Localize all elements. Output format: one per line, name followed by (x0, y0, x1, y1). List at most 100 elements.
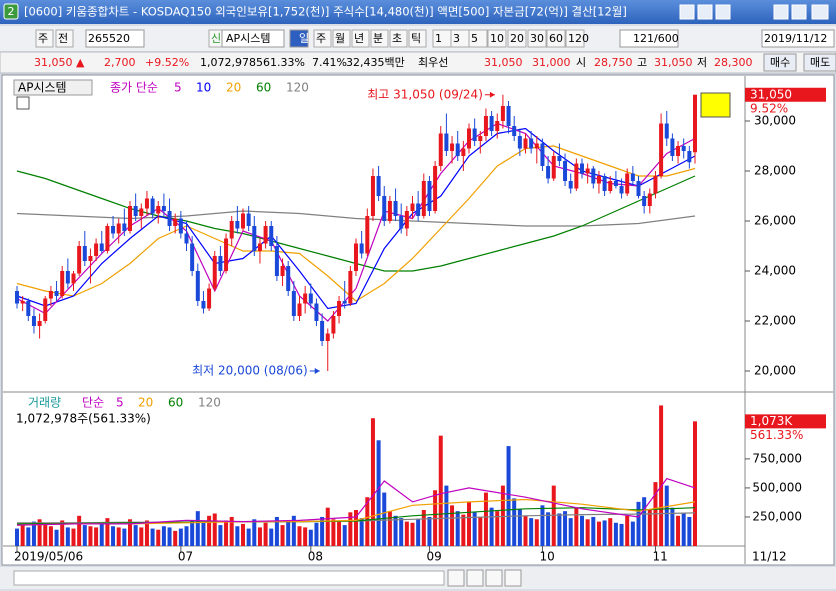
candle-body (534, 143, 539, 149)
candle-body (82, 246, 87, 261)
volume-bar (585, 519, 590, 546)
y-tick-label: 28,000 (754, 164, 796, 178)
quote-text: 31,000 (532, 56, 571, 69)
button[interactable] (715, 4, 731, 20)
volume-bar (20, 525, 25, 546)
trade-button[interactable] (763, 53, 797, 72)
maximize[interactable] (791, 4, 807, 20)
button[interactable] (466, 569, 484, 587)
candle-body (489, 116, 494, 131)
toolbar-field[interactable] (221, 29, 285, 48)
toolbar-text: 년 (354, 32, 364, 45)
toolbar-field[interactable] (289, 29, 309, 48)
toolbar-button[interactable] (332, 29, 351, 48)
volume-bar (354, 509, 358, 546)
candle-body (659, 123, 664, 176)
legend-entry: 60 (256, 81, 271, 95)
moving-average (16, 477, 696, 526)
button[interactable] (697, 4, 713, 20)
candle-body (444, 133, 449, 151)
candle-body (630, 173, 635, 181)
volume-bar (540, 505, 545, 546)
candle-body (636, 181, 641, 196)
candle-body (60, 271, 65, 296)
candle-body (122, 223, 127, 231)
quote-text: 28,750 (594, 56, 633, 69)
candle-body (563, 161, 568, 181)
toolbar-button[interactable] (313, 29, 332, 48)
button[interactable] (679, 4, 695, 20)
x-tick-label: 2019/05/06 (14, 550, 83, 564)
candle-body (65, 271, 70, 284)
volume-bar (128, 519, 132, 546)
volume-bar (517, 508, 522, 546)
button[interactable] (504, 569, 522, 587)
volume-tag-label: 1,073K (750, 414, 793, 428)
volume-bar (291, 515, 296, 546)
minimize[interactable] (773, 4, 789, 20)
chart-area (1, 74, 835, 566)
toolbar-button[interactable] (35, 29, 54, 48)
volume-bar (133, 525, 138, 546)
toolbar-button[interactable] (527, 29, 547, 48)
candle-body (359, 243, 364, 254)
toolbar-button[interactable] (370, 29, 389, 48)
toolbar-field[interactable] (761, 29, 835, 48)
trade-button[interactable] (803, 53, 836, 72)
candle-body (376, 176, 381, 196)
candle-body (173, 218, 178, 226)
toolbar-button[interactable] (546, 29, 566, 48)
candle-body (190, 243, 195, 271)
volume-bar (608, 518, 613, 546)
candle-body (382, 196, 387, 221)
legend-entry: 20 (226, 81, 241, 95)
toolbar-button[interactable] (408, 29, 427, 48)
volume-bar (48, 526, 53, 546)
toolbar-button[interactable] (351, 29, 370, 48)
nav-buttons[interactable] (447, 569, 522, 587)
button[interactable] (447, 569, 465, 587)
volume-bar (410, 522, 415, 546)
volume-bar (88, 526, 93, 546)
quote-text: 매도 (810, 56, 830, 69)
candle-body (348, 271, 353, 304)
candle-body (687, 151, 692, 163)
volume-bar (670, 507, 675, 546)
annotation: 최고 31,050 (09/24) (367, 87, 483, 101)
y-tick-label: 250,000 (752, 509, 802, 523)
button[interactable] (485, 569, 503, 587)
volume-bar (314, 522, 319, 546)
volume-bar (574, 507, 579, 546)
toolbar-button[interactable] (55, 29, 74, 48)
volume-bar (116, 527, 121, 546)
volume-bar (387, 511, 392, 546)
toolbar-button[interactable] (507, 29, 527, 48)
candle-body (546, 166, 551, 179)
candle-body (529, 138, 534, 149)
close[interactable] (811, 4, 829, 20)
toolbar-field[interactable] (85, 29, 145, 48)
toolbar-button[interactable] (468, 29, 488, 48)
candle-body (393, 201, 398, 216)
candle-body (506, 106, 511, 126)
scroll-track[interactable] (13, 570, 445, 586)
volume-bar (60, 520, 65, 546)
volume-bar (224, 520, 229, 546)
toolbar-text: 10 (490, 32, 504, 45)
toolbar-button[interactable] (487, 29, 507, 48)
candle-body (427, 181, 432, 211)
candle-body (670, 138, 675, 156)
volume-bar (659, 405, 664, 546)
legend-label: 단순 (82, 396, 104, 410)
volume-bar (139, 527, 144, 546)
toolbar-button[interactable] (389, 29, 408, 48)
volume-bar (636, 501, 641, 546)
legend-label: 종가 단순 (110, 81, 158, 95)
window-icon (3, 3, 19, 20)
x-tick-label: 07 (178, 550, 193, 564)
toolbar-button[interactable] (565, 29, 585, 48)
candle-body (246, 213, 251, 226)
window-buttons[interactable] (679, 4, 829, 20)
volume-bar (280, 525, 285, 546)
toolbar-field[interactable] (619, 29, 679, 48)
